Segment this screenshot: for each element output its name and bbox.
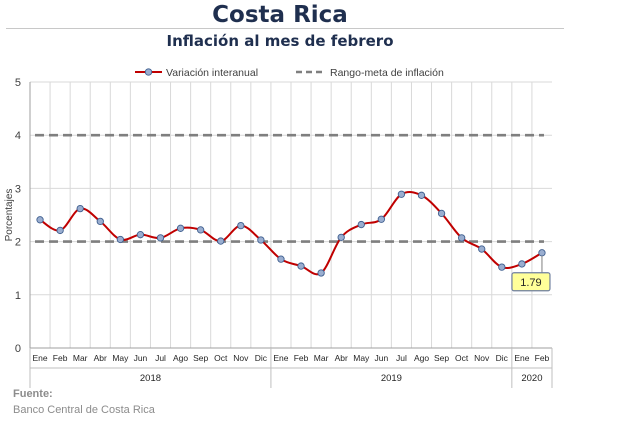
x-tick-label: Ago [173,353,188,363]
x-tick-label: Dic [496,353,509,363]
x-tick-label: Abr [94,353,107,363]
data-point [417,191,426,199]
x-tick-label: Nov [233,353,249,363]
x-tick-label: Ene [273,353,288,363]
data-point [76,204,84,213]
data-point [317,269,325,277]
data-point [217,237,225,245]
data-point [176,224,185,232]
chart-subtitle: Inflación al mes de febrero [166,32,394,50]
title-divider [6,28,564,29]
x-tick-label: Abr [335,353,348,363]
year-label: 2018 [140,373,161,384]
data-point [337,233,345,241]
data-point [518,260,526,268]
x-tick-label: Feb [53,353,68,363]
data-point [437,209,446,218]
data-point [96,217,104,226]
x-tick-label: Jul [396,353,407,363]
y-tick-label: 3 [15,183,21,195]
x-tick-label: Ene [514,353,529,363]
data-point [297,262,305,270]
legend-label-variacion: Variación interanual [166,67,258,79]
data-point [478,245,486,253]
x-tick-label: Ene [32,353,47,363]
data-point [56,226,64,235]
x-tick-label: May [112,353,129,363]
data-point [397,190,406,198]
source-label: Fuente: [13,388,53,400]
x-tick-label: Sep [193,353,208,363]
x-tick-label: Feb [294,353,309,363]
y-tick-label: 0 [15,343,21,355]
data-point [156,234,165,242]
x-tick-label: Oct [214,353,228,363]
x-tick-label: Sep [434,353,449,363]
x-tick-label: Mar [73,353,88,363]
x-tick-label: Oct [455,353,469,363]
year-label: 2020 [521,373,542,384]
data-point [498,263,506,271]
data-point [197,226,205,234]
data-point [136,231,145,239]
x-tick-label: Mar [314,353,329,363]
legend-marker-variacion [144,68,153,76]
chart-title: Costa Rica [212,2,348,28]
source-text: Banco Central de Costa Rica [13,404,155,416]
data-point [357,220,365,229]
x-tick-label: Jun [374,353,388,363]
data-point [237,221,245,230]
x-tick-label: Nov [474,353,490,363]
data-point [377,215,385,223]
data-point [36,216,44,224]
data-point [458,234,466,242]
data-point [277,255,285,263]
y-axis-title: Porcentajes [4,189,15,242]
x-tick-label: Dic [255,353,268,363]
data-point [538,249,546,257]
x-tick-label: Ago [414,353,429,363]
x-tick-label: Jul [155,353,166,363]
annotation-box [511,272,551,292]
x-tick-label: May [353,353,370,363]
legend-label-rango: Rango-meta de inflación [330,67,444,79]
data-point [257,236,265,244]
y-tick-label: 2 [15,237,21,249]
year-label: 2019 [381,373,402,384]
annotation-label: 1.79 [520,277,541,289]
y-tick-label: 4 [15,130,21,142]
y-tick-label: 1 [15,290,21,302]
x-tick-label: Jun [134,353,148,363]
x-tick-label: Feb [535,353,550,363]
data-point [116,235,124,244]
y-tick-label: 5 [15,77,21,89]
